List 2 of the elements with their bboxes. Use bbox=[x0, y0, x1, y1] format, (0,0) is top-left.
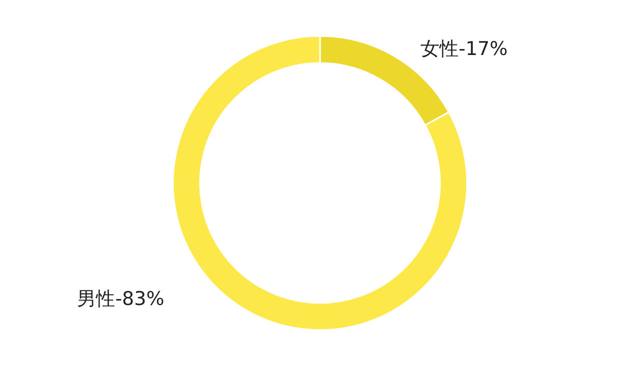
data-label: 男性-83% bbox=[77, 288, 164, 310]
data-label: 女性-17% bbox=[420, 38, 508, 60]
